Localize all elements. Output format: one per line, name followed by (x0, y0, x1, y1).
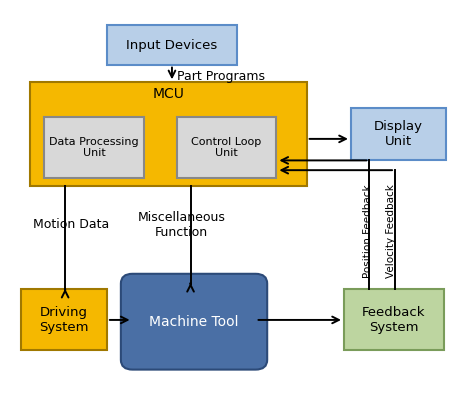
FancyBboxPatch shape (121, 274, 267, 369)
Text: Feedback
System: Feedback System (362, 306, 426, 334)
Text: Miscellaneous
Function: Miscellaneous Function (137, 211, 225, 239)
Text: Display
Unit: Display Unit (374, 120, 423, 148)
Text: Position Feedback: Position Feedback (363, 184, 373, 278)
Text: Velocity Feedback: Velocity Feedback (386, 184, 396, 278)
FancyBboxPatch shape (30, 82, 307, 186)
FancyBboxPatch shape (107, 26, 237, 65)
FancyBboxPatch shape (344, 289, 444, 350)
FancyBboxPatch shape (177, 117, 276, 178)
Text: Motion Data: Motion Data (33, 218, 109, 231)
FancyBboxPatch shape (21, 289, 107, 350)
Text: Machine Tool: Machine Tool (149, 315, 239, 329)
FancyBboxPatch shape (351, 108, 446, 160)
Text: Input Devices: Input Devices (127, 39, 218, 51)
Text: Data Processing
Unit: Data Processing Unit (49, 137, 139, 158)
Text: Part Programs: Part Programs (177, 70, 264, 83)
FancyBboxPatch shape (44, 117, 144, 178)
Text: Driving
System: Driving System (39, 306, 89, 334)
Text: MCU: MCU (153, 87, 184, 101)
Text: Control Loop
Unit: Control Loop Unit (191, 137, 262, 158)
